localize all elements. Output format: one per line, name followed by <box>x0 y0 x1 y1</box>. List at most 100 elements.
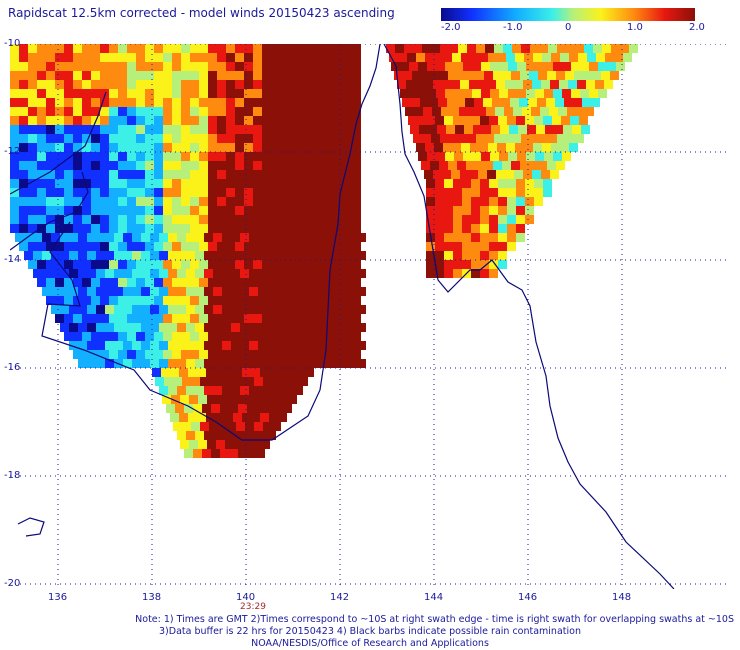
wind-cell <box>163 278 172 287</box>
wind-cell <box>423 107 432 116</box>
wind-cell <box>489 242 498 251</box>
wind-cell <box>501 98 510 107</box>
wind-cell <box>96 251 105 260</box>
wind-cell <box>400 62 409 71</box>
wind-cell <box>343 62 352 71</box>
wind-cell <box>263 377 272 386</box>
wind-cell <box>307 98 316 107</box>
wind-cell <box>441 107 450 116</box>
wind-cell <box>172 350 181 359</box>
wind-cell <box>109 188 118 197</box>
wind-cell <box>172 71 181 80</box>
wind-cell <box>55 278 64 287</box>
wind-cell <box>109 332 118 341</box>
wind-cell <box>334 350 343 359</box>
wind-cell <box>91 278 100 287</box>
wind-cell <box>461 53 470 62</box>
wind-cell <box>556 71 565 80</box>
wind-cell <box>303 233 312 242</box>
wind-cell <box>208 89 217 98</box>
wind-cell <box>154 134 163 143</box>
wind-cell <box>534 197 543 206</box>
wind-cell <box>19 179 28 188</box>
wind-cell <box>262 62 271 71</box>
wind-cell <box>190 98 199 107</box>
wind-cell <box>271 170 280 179</box>
wind-cell <box>265 404 274 413</box>
wind-cell <box>199 53 208 62</box>
wind-cell <box>249 251 258 260</box>
wind-cell <box>231 359 240 368</box>
wind-cell <box>289 71 298 80</box>
wind-cell <box>87 359 96 368</box>
wind-cell <box>64 224 73 233</box>
wind-cell <box>569 53 578 62</box>
wind-cell <box>547 161 556 170</box>
wind-cell <box>64 89 73 98</box>
wind-cell <box>73 179 82 188</box>
wind-cell <box>321 359 330 368</box>
wind-cell <box>475 71 484 80</box>
wind-cell <box>190 125 199 134</box>
wind-cell <box>19 62 28 71</box>
wind-cell <box>60 323 69 332</box>
wind-cell <box>118 116 127 125</box>
wind-cell <box>226 314 235 323</box>
wind-cell <box>244 224 253 233</box>
wind-cell <box>444 251 453 260</box>
wind-cell <box>109 179 118 188</box>
wind-cell <box>498 206 507 215</box>
wind-cell <box>19 53 28 62</box>
wind-cell <box>325 53 334 62</box>
wind-cell <box>154 188 163 197</box>
wind-cell <box>253 107 262 116</box>
wind-cell <box>208 260 217 269</box>
wind-cell <box>525 197 534 206</box>
wind-cell <box>289 215 298 224</box>
wind-cell <box>421 161 430 170</box>
wind-cell <box>357 305 366 314</box>
wind-cell <box>471 116 480 125</box>
wind-cell <box>28 89 37 98</box>
wind-cell <box>199 224 208 233</box>
wind-cell <box>37 224 46 233</box>
wind-cell <box>136 80 145 89</box>
wind-cell <box>530 44 539 53</box>
wind-cell <box>453 242 462 251</box>
wind-cell <box>199 71 208 80</box>
wind-cell <box>168 323 177 332</box>
wind-cell <box>298 260 307 269</box>
wind-cell <box>325 62 334 71</box>
wind-cell <box>285 305 294 314</box>
wind-cell <box>325 116 334 125</box>
wind-cell <box>489 116 498 125</box>
wind-cell <box>478 80 487 89</box>
wind-cell <box>548 134 557 143</box>
wind-cell <box>46 260 55 269</box>
wind-cell <box>235 71 244 80</box>
wind-cell <box>150 233 159 242</box>
wind-cell <box>96 305 105 314</box>
wind-cell <box>217 71 226 80</box>
wind-cell <box>253 197 262 206</box>
wind-cell <box>424 170 433 179</box>
wind-cell <box>181 350 190 359</box>
wind-cell <box>163 98 172 107</box>
wind-cell <box>564 98 573 107</box>
wind-cell <box>60 233 69 242</box>
wind-cell <box>272 422 281 431</box>
wind-cell <box>168 269 177 278</box>
wind-cell <box>509 125 518 134</box>
wind-cell <box>422 44 431 53</box>
wind-cell <box>593 44 602 53</box>
wind-cell <box>222 431 231 440</box>
wind-cell <box>199 197 208 206</box>
wind-cell <box>145 134 154 143</box>
wind-cell <box>222 251 231 260</box>
wind-cell <box>217 53 226 62</box>
wind-cell <box>28 224 37 233</box>
wind-cell <box>271 98 280 107</box>
wind-cell <box>109 170 118 179</box>
wind-cell <box>343 197 352 206</box>
wind-cell <box>109 143 118 152</box>
